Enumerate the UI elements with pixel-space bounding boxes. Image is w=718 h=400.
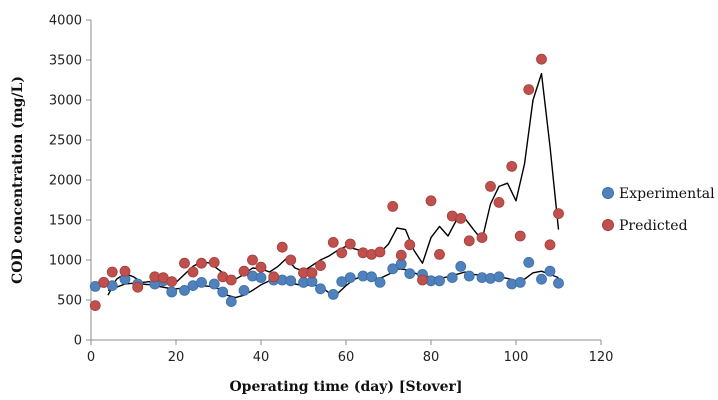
y-axis-title: COD concentration (mg/L) xyxy=(10,76,26,284)
x-tick-label: 60 xyxy=(338,350,355,365)
y-tick-label: 1000 xyxy=(49,254,82,269)
point-experimental xyxy=(493,271,505,283)
point-predicted xyxy=(196,257,207,269)
point-predicted xyxy=(374,246,386,258)
point-predicted xyxy=(434,248,445,260)
point-experimental xyxy=(455,260,467,272)
point-predicted xyxy=(463,235,475,247)
point-predicted xyxy=(336,247,348,259)
x-tick-label: 0 xyxy=(87,350,95,365)
plot-area: 0 500 1000 1500 2000 2500 3000 3500 4000 0 20 40 60… xyxy=(49,14,614,366)
point-experimental xyxy=(536,273,547,285)
point-predicted xyxy=(553,208,564,220)
x-axis-title: Operating time (day) [Stover] xyxy=(229,379,462,395)
point-experimental xyxy=(327,288,339,300)
point-experimental xyxy=(387,263,399,275)
point-predicted xyxy=(395,249,407,261)
legend: Experimental Predicted xyxy=(602,186,715,234)
point-experimental xyxy=(238,284,250,296)
point-predicted xyxy=(208,256,220,268)
point-predicted xyxy=(523,84,535,95)
point-experimental xyxy=(217,286,229,298)
y-tick-label: 3500 xyxy=(49,54,82,69)
point-predicted xyxy=(225,274,237,286)
y-tick-label: 1500 xyxy=(49,214,82,229)
point-experimental xyxy=(404,268,416,280)
point-experimental xyxy=(434,275,445,287)
y-tick-label: 3000 xyxy=(49,94,82,109)
point-experimental xyxy=(553,277,564,289)
point-predicted xyxy=(179,257,190,269)
point-experimental xyxy=(344,272,356,284)
point-experimental xyxy=(166,286,178,298)
point-predicted xyxy=(166,276,178,288)
point-experimental xyxy=(196,276,207,288)
point-predicted xyxy=(89,300,101,312)
point-experimental xyxy=(179,284,190,296)
legend-marker-predicted xyxy=(602,219,614,231)
point-predicted xyxy=(514,230,526,242)
legend-label-experimental: Experimental xyxy=(619,186,715,202)
point-predicted xyxy=(327,236,339,248)
point-predicted xyxy=(306,267,318,279)
point-predicted xyxy=(106,266,118,278)
point-predicted xyxy=(119,265,131,277)
point-experimental xyxy=(374,276,386,288)
point-predicted xyxy=(404,239,416,251)
point-predicted xyxy=(425,195,437,207)
point-predicted xyxy=(344,238,356,250)
point-experimental xyxy=(523,256,535,268)
data-points xyxy=(89,53,564,312)
point-predicted xyxy=(238,265,250,277)
point-experimental xyxy=(463,270,475,282)
point-experimental xyxy=(366,271,377,283)
point-experimental xyxy=(208,278,220,290)
point-predicted xyxy=(276,241,288,253)
point-experimental xyxy=(514,276,526,288)
point-predicted xyxy=(455,212,467,224)
y-tick-label: 2000 xyxy=(49,174,82,189)
point-predicted xyxy=(98,276,110,288)
point-predicted xyxy=(255,261,267,273)
point-predicted xyxy=(132,281,144,293)
point-experimental xyxy=(255,272,267,284)
x-tick-label: 20 xyxy=(168,350,185,365)
y-tick-label: 500 xyxy=(57,294,82,309)
point-predicted xyxy=(315,260,326,272)
x-tick-label: 120 xyxy=(589,350,614,365)
point-predicted xyxy=(247,254,258,266)
point-experimental xyxy=(225,296,237,308)
y-tick-label: 0 xyxy=(74,334,82,349)
point-predicted xyxy=(506,160,518,172)
point-experimental xyxy=(544,265,556,277)
x-axis-ticks: 0 20 40 60 80 100 120 xyxy=(87,340,614,365)
point-predicted xyxy=(544,239,556,251)
legend-marker-experimental xyxy=(602,187,614,199)
point-experimental xyxy=(285,275,297,287)
y-tick-label: 4000 xyxy=(49,14,82,29)
point-predicted xyxy=(493,196,505,208)
x-tick-label: 80 xyxy=(423,350,440,365)
legend-label-predicted: Predicted xyxy=(619,218,688,234)
x-tick-label: 40 xyxy=(253,350,270,365)
point-predicted xyxy=(476,232,488,244)
point-predicted xyxy=(536,53,547,65)
point-predicted xyxy=(485,180,496,192)
x-tick-label: 100 xyxy=(504,350,529,365)
point-predicted xyxy=(285,254,297,266)
point-predicted xyxy=(387,200,399,212)
y-tick-label: 2500 xyxy=(49,134,82,149)
point-predicted xyxy=(187,266,199,278)
point-experimental xyxy=(446,272,458,284)
y-axis-ticks: 0 500 1000 1500 2000 2500 3000 3500 4000 xyxy=(49,14,91,349)
point-predicted xyxy=(417,274,428,286)
point-experimental xyxy=(315,283,326,295)
point-predicted xyxy=(268,271,280,283)
